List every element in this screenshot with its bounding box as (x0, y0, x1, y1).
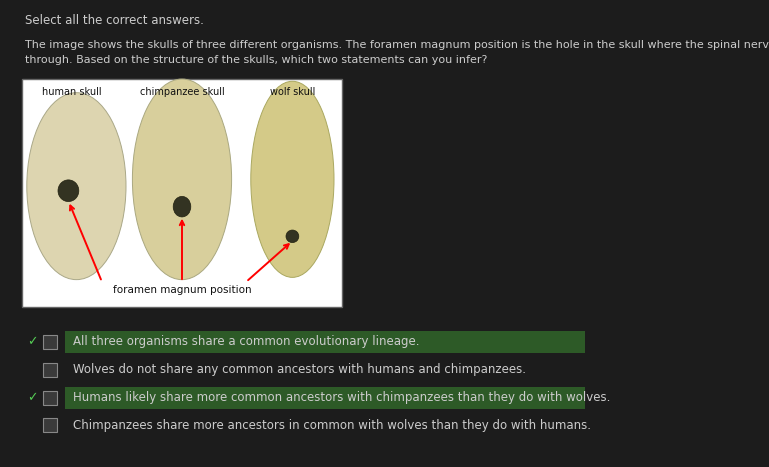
Text: All three organisms share a common evolutionary lineage.: All three organisms share a common evolu… (73, 335, 420, 348)
Ellipse shape (27, 92, 126, 280)
Text: foramen magnum position: foramen magnum position (113, 285, 251, 295)
Ellipse shape (132, 79, 231, 280)
Text: Wolves do not share any common ancestors with humans and chimpanzees.: Wolves do not share any common ancestors… (73, 363, 526, 376)
Text: The image shows the skulls of three different organisms. The foramen magnum posi: The image shows the skulls of three diff… (25, 40, 769, 50)
Ellipse shape (173, 197, 191, 217)
Text: wolf skull: wolf skull (270, 87, 315, 97)
Text: through. Based on the structure of the skulls, which two statements can you infe: through. Based on the structure of the s… (25, 55, 488, 65)
FancyBboxPatch shape (43, 335, 57, 349)
Ellipse shape (286, 230, 299, 242)
Ellipse shape (251, 81, 334, 277)
Text: Humans likely share more common ancestors with chimpanzees than they do with wol: Humans likely share more common ancestor… (73, 391, 611, 404)
Text: Chimpanzees share more ancestors in common with wolves than they do with humans.: Chimpanzees share more ancestors in comm… (73, 418, 591, 432)
FancyBboxPatch shape (65, 331, 585, 353)
FancyBboxPatch shape (43, 391, 57, 405)
FancyBboxPatch shape (22, 79, 342, 307)
Text: human skull: human skull (42, 87, 102, 97)
Text: ✓: ✓ (27, 391, 38, 404)
Text: Select all the correct answers.: Select all the correct answers. (25, 14, 204, 27)
Text: chimpanzee skull: chimpanzee skull (140, 87, 225, 97)
FancyBboxPatch shape (43, 363, 57, 377)
FancyBboxPatch shape (43, 418, 57, 432)
Ellipse shape (58, 180, 78, 202)
Text: ✓: ✓ (27, 335, 38, 348)
FancyBboxPatch shape (65, 387, 585, 409)
